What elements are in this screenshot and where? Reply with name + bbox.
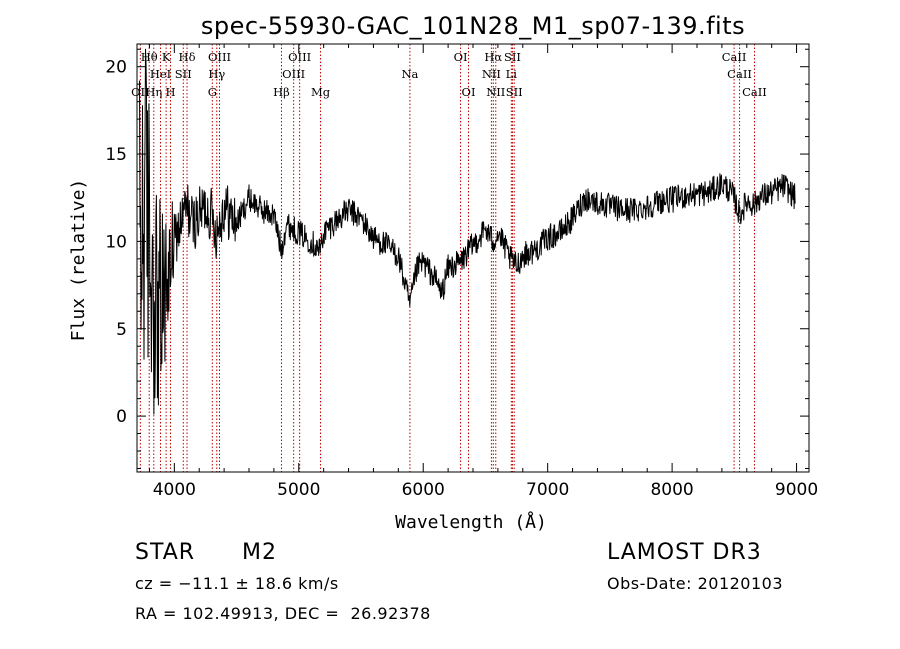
redshift-cz: cz = −11.1 ± 18.6 km/s [135,574,339,593]
spectrum-line [139,48,796,415]
survey-name: LAMOST DR3 [607,540,762,565]
line-marker-label: OIII [208,50,231,64]
line-marker-label: CaII [727,67,752,81]
line-marker-label: Mg [311,85,331,99]
line-marker-label: OIII [288,50,311,64]
y-axis-label: Flux (relative) [68,179,89,342]
line-marker-label: Hθ [141,50,158,64]
y-axis-ticks: 0 5 10 15 20 [105,48,809,470]
y-tick-label: 15 [105,145,127,165]
line-marker-label: H [165,85,175,99]
line-marker-label: SII [504,50,521,64]
line-marker-label: NII [482,67,501,81]
line-marker-label: HeI [150,67,171,81]
line-marker-label: OIII [282,67,305,81]
x-tick-label: 4000 [153,480,196,500]
y-tick-label: 0 [116,407,127,427]
x-tick-label: 9000 [775,480,818,500]
line-marker-label: SII [506,85,523,99]
line-marker-label: Li [506,67,518,81]
line-marker-label: Na [401,67,418,81]
line-marker-label: Hγ [208,67,225,81]
x-tick-label: 7000 [526,480,569,500]
x-tick-label: 5000 [277,480,320,500]
line-marker-label: OI [454,50,468,64]
object-subclass: M2 [242,540,277,565]
obs-date: Obs-Date: 20120103 [607,574,784,593]
y-tick-label: 20 [105,58,127,78]
line-marker-label: CaII [742,85,767,99]
spectrum-chart: spec-55930-GAC_101N28_M1_sp07-139.fits H… [68,12,818,533]
x-tick-label: 8000 [650,480,693,500]
line-marker-label: SII [175,67,192,81]
line-marker-label: Hη [145,85,162,99]
line-marker-label: NII [486,85,505,99]
coordinates: RA = 102.49913, DEC = 26.92378 [135,604,431,623]
x-axis-ticks: 4000 5000 6000 7000 8000 9000 [148,44,818,500]
line-marker-label: K [162,50,171,64]
x-tick-label: 6000 [402,480,445,500]
line-marker-label: CaII [722,50,747,64]
line-marker-label: Hβ [273,85,290,99]
y-tick-label: 5 [116,320,127,340]
chart-title: spec-55930-GAC_101N28_M1_sp07-139.fits [201,12,745,40]
x-axis-label: Wavelength (Å) [395,511,547,533]
y-tick-label: 10 [105,232,127,252]
line-marker-label: Hδ [179,50,196,64]
line-marker-label: Hα [484,50,502,64]
plot-frame [136,43,810,473]
object-class: STAR [135,540,196,565]
line-marker-label: OI [462,85,476,99]
line-marker-label: G [208,85,217,99]
line-markers [139,44,755,472]
